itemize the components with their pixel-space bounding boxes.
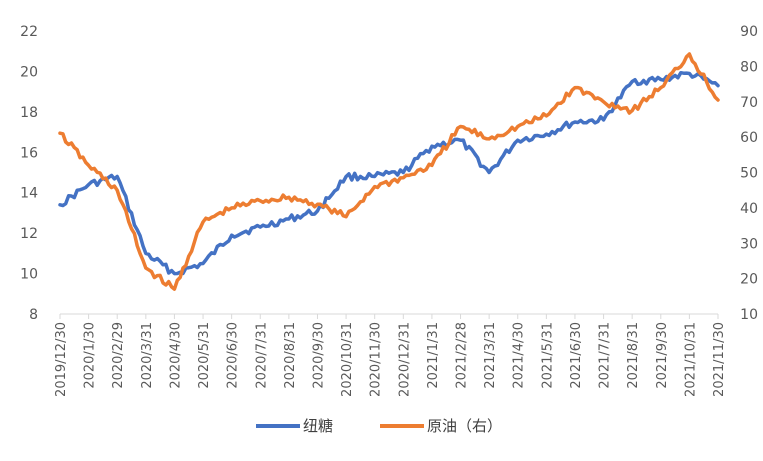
x-tick-label: 2021/1/31 xyxy=(426,322,441,389)
right-tick-label: 90 xyxy=(740,24,758,40)
x-tick-label: 2021/9/30 xyxy=(655,322,670,389)
x-tick-label: 2021/4/30 xyxy=(512,322,527,389)
right-tick-label: 30 xyxy=(740,236,758,252)
left-tick-label: 18 xyxy=(20,105,38,121)
x-tick-label: 2021/3/31 xyxy=(483,322,498,389)
x-tick-label: 2019/12/30 xyxy=(54,322,69,397)
x-tick-label: 2020/5/31 xyxy=(197,322,212,389)
x-tick-label: 2021/6/30 xyxy=(569,322,584,389)
right-tick-label: 40 xyxy=(740,201,758,217)
x-tick-label: 2020/9/30 xyxy=(311,322,326,389)
right-tick-label: 60 xyxy=(740,130,758,146)
x-tick-label: 2021/7/31 xyxy=(598,322,613,389)
x-tick-label: 2021/5/31 xyxy=(540,322,555,389)
legend-label: 纽糖 xyxy=(303,417,333,435)
left-axis-ticks: 8 10 12 14 16 18 20 22 xyxy=(20,24,38,323)
right-axis-ticks: 10 20 30 40 50 60 70 80 90 xyxy=(740,24,758,323)
legend: 纽糖 原油（右） xyxy=(256,417,502,435)
right-tick-label: 20 xyxy=(740,272,758,288)
series-line-sugar xyxy=(58,70,720,276)
axes xyxy=(59,313,719,319)
right-tick-label: 80 xyxy=(740,59,758,75)
x-tick-label: 2020/3/31 xyxy=(140,322,155,389)
left-tick-label: 8 xyxy=(29,307,38,323)
legend-label: 原油（右） xyxy=(427,417,502,435)
x-tick-label: 2020/4/30 xyxy=(168,322,183,389)
series-line-crude-oil xyxy=(58,52,720,291)
x-tick-label: 2020/6/30 xyxy=(226,322,241,389)
left-tick-label: 14 xyxy=(20,186,38,202)
left-tick-label: 10 xyxy=(20,267,38,283)
x-tick-label: 2020/7/31 xyxy=(254,322,269,389)
x-tick-label: 2021/2/28 xyxy=(455,322,470,389)
left-tick-label: 22 xyxy=(20,24,38,40)
right-tick-label: 10 xyxy=(740,307,758,323)
right-tick-label: 70 xyxy=(740,95,758,111)
x-axis-ticks: 2019/12/30 2020/1/30 2020/2/29 2020/3/31 202… xyxy=(54,322,727,397)
x-tick-label: 2020/11/30 xyxy=(369,322,384,397)
series-layer xyxy=(58,52,720,291)
x-tick-label: 2021/10/31 xyxy=(683,322,698,397)
x-tick-label: 2020/2/29 xyxy=(111,322,126,389)
left-tick-label: 12 xyxy=(20,226,38,242)
x-tick-label: 2021/11/30 xyxy=(712,322,727,397)
x-tick-label: 2020/10/31 xyxy=(340,322,355,397)
x-tick-label: 2020/12/31 xyxy=(397,322,412,397)
left-tick-label: 16 xyxy=(20,145,38,161)
x-tick-label: 2020/1/30 xyxy=(83,322,98,389)
left-tick-label: 20 xyxy=(20,64,38,80)
right-tick-label: 50 xyxy=(740,166,758,182)
x-tick-label: 2021/8/31 xyxy=(626,322,641,389)
x-tick-label: 2020/8/31 xyxy=(283,322,298,389)
